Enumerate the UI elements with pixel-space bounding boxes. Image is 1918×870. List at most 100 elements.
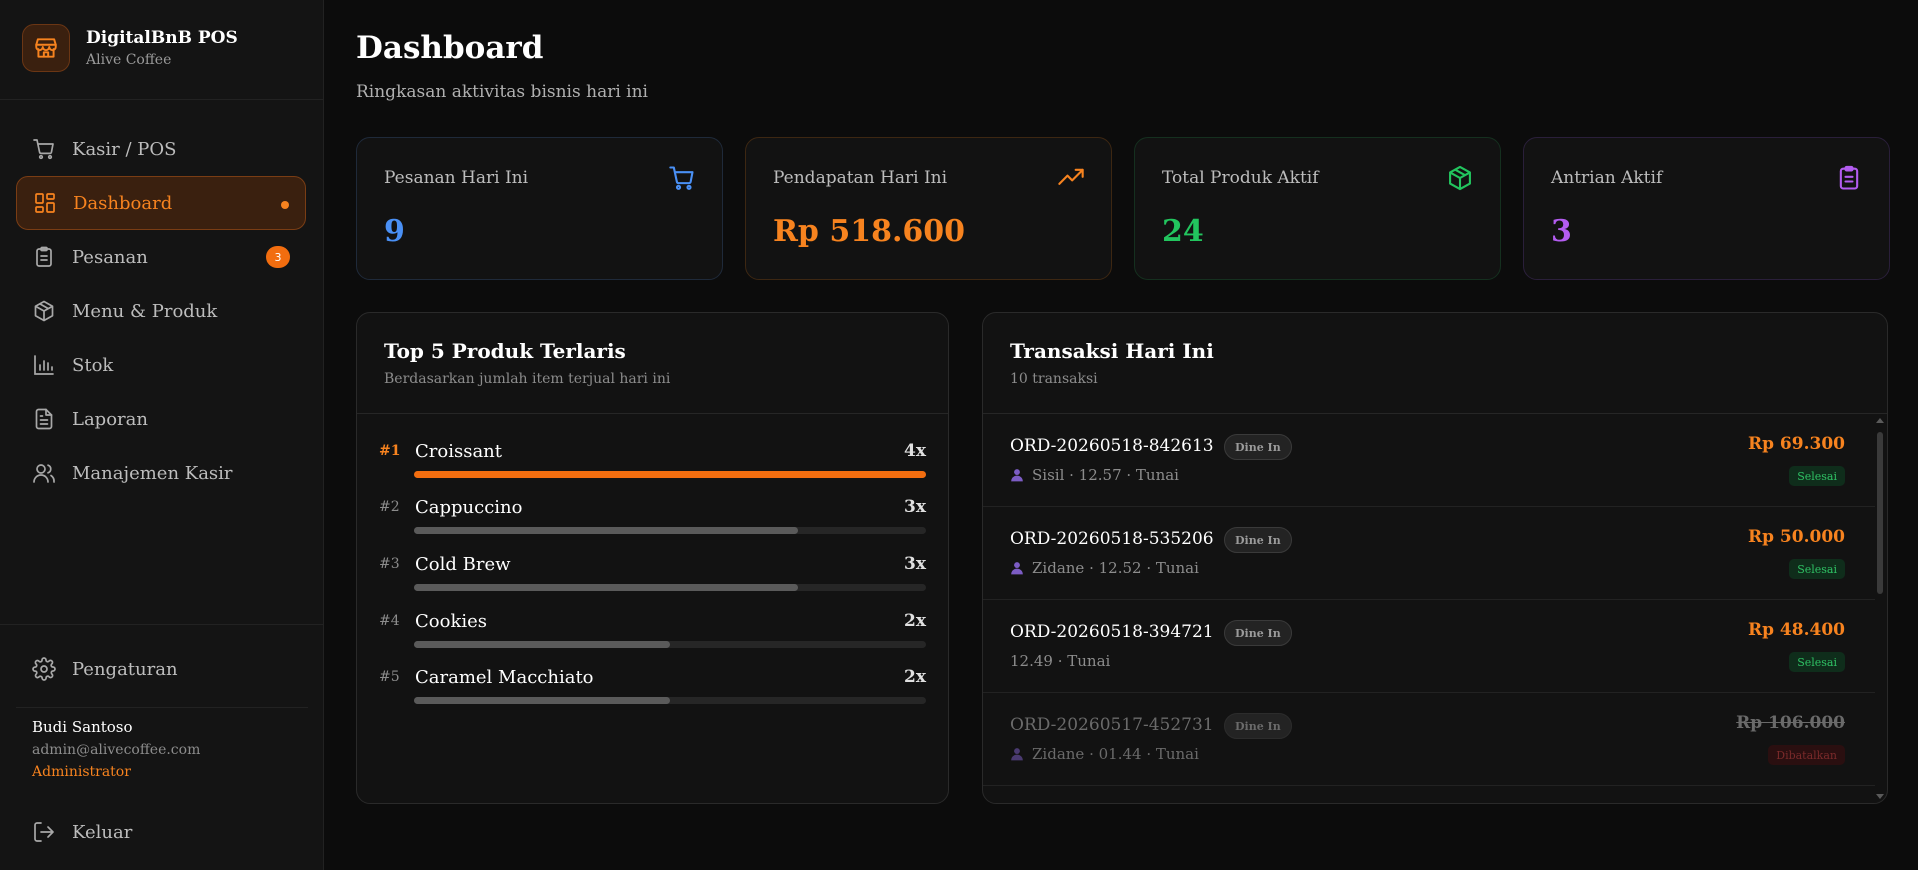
top-product-qty: 3x bbox=[904, 497, 926, 517]
transaction-scrollbar[interactable] bbox=[1875, 414, 1885, 803]
order-id: ORD-20260518-535206 bbox=[1010, 529, 1214, 549]
clipboard-icon bbox=[1835, 164, 1863, 192]
top-product-row: #5 Caramel Macchiato 2x bbox=[379, 665, 926, 721]
box-icon bbox=[1446, 164, 1474, 192]
top-product-rank: #3 bbox=[379, 556, 400, 572]
order-id: ORD-20260518-394721 bbox=[1010, 622, 1214, 642]
pesanan-count-badge: 3 bbox=[266, 246, 290, 268]
active-indicator-dot bbox=[281, 201, 289, 209]
panel-divider bbox=[983, 413, 1887, 414]
scroll-up-arrow-icon[interactable] bbox=[1876, 418, 1884, 423]
sidebar-item-label: Laporan bbox=[72, 408, 148, 430]
panel-divider bbox=[357, 413, 948, 414]
page-title: Dashboard bbox=[356, 30, 544, 66]
scroll-thumb[interactable] bbox=[1877, 432, 1883, 594]
transaction-row[interactable]: ORD-20260518-842613 Dine In Sisil · 12.5… bbox=[983, 414, 1875, 507]
user-profile: Budi Santoso admin@alivecoffee.com Admin… bbox=[32, 718, 200, 780]
order-type-badge: Dine In bbox=[1224, 527, 1292, 553]
order-meta: Zidane · 01.44 · Tunai bbox=[1010, 745, 1199, 763]
transaction-row[interactable]: ORD-20260518-394721 Dine In 12.49 · Tuna… bbox=[983, 600, 1875, 693]
sidebar-item-pesanan[interactable]: Pesanan 3 bbox=[16, 230, 306, 284]
scroll-down-arrow-icon[interactable] bbox=[1876, 794, 1884, 799]
stat-label: Pendapatan Hari Ini bbox=[773, 168, 948, 188]
top-product-row: #4 Cookies 2x bbox=[379, 609, 926, 665]
logout-label: Keluar bbox=[72, 821, 133, 843]
stat-card-pesanan[interactable]: Pesanan Hari Ini 9 bbox=[356, 137, 723, 280]
top-product-name: Cold Brew bbox=[415, 554, 511, 575]
order-meta-text: Zidane · 01.44 · Tunai bbox=[1032, 745, 1199, 763]
sidebar-item-label: Menu & Produk bbox=[72, 300, 218, 322]
stat-card-antrian[interactable]: Antrian Aktif 3 bbox=[1523, 137, 1890, 280]
document-icon bbox=[32, 407, 56, 431]
order-meta-text: Sisil · 12.57 · Tunai bbox=[1032, 466, 1179, 484]
top-product-row: #3 Cold Brew 3x bbox=[379, 552, 926, 608]
sidebar-item-stok[interactable]: Stok bbox=[16, 338, 306, 392]
top-product-bar-track bbox=[414, 471, 926, 478]
panel-title: Top 5 Produk Terlaris bbox=[384, 339, 626, 363]
users-icon bbox=[32, 461, 56, 485]
order-status-badge: Dibatalkan bbox=[1768, 745, 1845, 765]
stat-label: Total Produk Aktif bbox=[1162, 168, 1319, 188]
top-product-bar-track bbox=[414, 584, 926, 591]
sidebar-item-menu-produk[interactable]: Menu & Produk bbox=[16, 284, 306, 338]
top-product-qty: 2x bbox=[904, 667, 926, 687]
stat-value: 24 bbox=[1162, 214, 1204, 249]
sidebar-settings: Pengaturan bbox=[16, 642, 306, 696]
order-id: ORD-20260517-452731 bbox=[1010, 715, 1214, 735]
stat-label: Pesanan Hari Ini bbox=[384, 168, 529, 188]
stat-card-produk-aktif[interactable]: Total Produk Aktif 24 bbox=[1134, 137, 1501, 280]
order-status-badge: Selesai bbox=[1789, 559, 1845, 579]
top-product-qty: 3x bbox=[904, 554, 926, 574]
user-email: admin@alivecoffee.com bbox=[32, 742, 201, 758]
top-product-row: #1 Croissant 4x bbox=[379, 439, 926, 495]
sidebar-item-pengaturan[interactable]: Pengaturan bbox=[16, 642, 306, 696]
stat-value: Rp 518.600 bbox=[773, 214, 966, 249]
brand[interactable]: DigitalBnB POS Alive Coffee bbox=[22, 24, 238, 72]
sidebar-item-laporan[interactable]: Laporan bbox=[16, 392, 306, 446]
top-product-qty: 2x bbox=[904, 611, 926, 631]
page-subtitle: Ringkasan aktivitas bisnis hari ini bbox=[356, 82, 648, 102]
top-product-bar-fill bbox=[414, 471, 926, 478]
top-product-name: Cappuccino bbox=[415, 497, 523, 518]
order-amount: Rp 48.400 bbox=[1748, 620, 1845, 640]
sidebar-divider bbox=[0, 99, 324, 100]
order-meta-text: Zidane · 12.52 · Tunai bbox=[1032, 559, 1199, 577]
sidebar-item-manajemen-kasir[interactable]: Manajemen Kasir bbox=[16, 446, 306, 500]
transaction-row[interactable]: ORD-20260517-452731 Dine In Zidane · 01.… bbox=[983, 693, 1875, 786]
sidebar-item-dashboard[interactable]: Dashboard bbox=[16, 176, 306, 230]
stat-card-pendapatan[interactable]: Pendapatan Hari Ini Rp 518.600 bbox=[745, 137, 1112, 280]
stat-value: 3 bbox=[1551, 214, 1572, 249]
user-icon bbox=[1010, 561, 1024, 575]
top-product-name: Caramel Macchiato bbox=[415, 667, 594, 688]
panel-subtitle: 10 transaksi bbox=[1010, 371, 1098, 387]
stat-value: 9 bbox=[384, 214, 405, 249]
user-role: Administrator bbox=[32, 764, 131, 780]
order-type-badge: Dine In bbox=[1224, 434, 1292, 460]
top-product-name: Croissant bbox=[415, 441, 503, 462]
sidebar-item-label: Dashboard bbox=[73, 192, 173, 214]
order-id: ORD-20260518-842613 bbox=[1010, 436, 1214, 456]
panel-title: Transaksi Hari Ini bbox=[1010, 339, 1214, 363]
order-status-badge: Selesai bbox=[1789, 652, 1845, 672]
user-name: Budi Santoso bbox=[32, 718, 133, 736]
sidebar: DigitalBnB POS Alive Coffee Kasir / POS … bbox=[0, 0, 324, 870]
top-product-row: #2 Cappuccino 3x bbox=[379, 495, 926, 551]
top-product-rank: #1 bbox=[379, 443, 401, 459]
transactions-panel: Transaksi Hari Ini 10 transaksi ORD-2026… bbox=[982, 312, 1888, 804]
store-icon bbox=[22, 24, 70, 72]
sidebar-logout: Keluar bbox=[16, 805, 306, 859]
order-meta: Zidane · 12.52 · Tunai bbox=[1010, 559, 1199, 577]
order-amount: Rp 106.000 bbox=[1736, 713, 1845, 733]
stat-label: Antrian Aktif bbox=[1551, 168, 1663, 188]
brand-subtitle: Alive Coffee bbox=[86, 52, 172, 68]
sidebar-item-kasir-pos[interactable]: Kasir / POS bbox=[16, 122, 306, 176]
trending-up-icon bbox=[1057, 164, 1085, 192]
sidebar-item-label: Manajemen Kasir bbox=[72, 462, 233, 484]
logout-button[interactable]: Keluar bbox=[16, 805, 306, 859]
transaction-row[interactable]: ORD-20260518-535206 Dine In Zidane · 12.… bbox=[983, 507, 1875, 600]
top-product-bar-fill bbox=[414, 584, 798, 591]
sidebar-item-label: Stok bbox=[72, 354, 114, 376]
panel-subtitle: Berdasarkan jumlah item terjual hari ini bbox=[384, 371, 671, 387]
cart-icon bbox=[32, 137, 56, 161]
order-meta: Sisil · 12.57 · Tunai bbox=[1010, 466, 1179, 484]
